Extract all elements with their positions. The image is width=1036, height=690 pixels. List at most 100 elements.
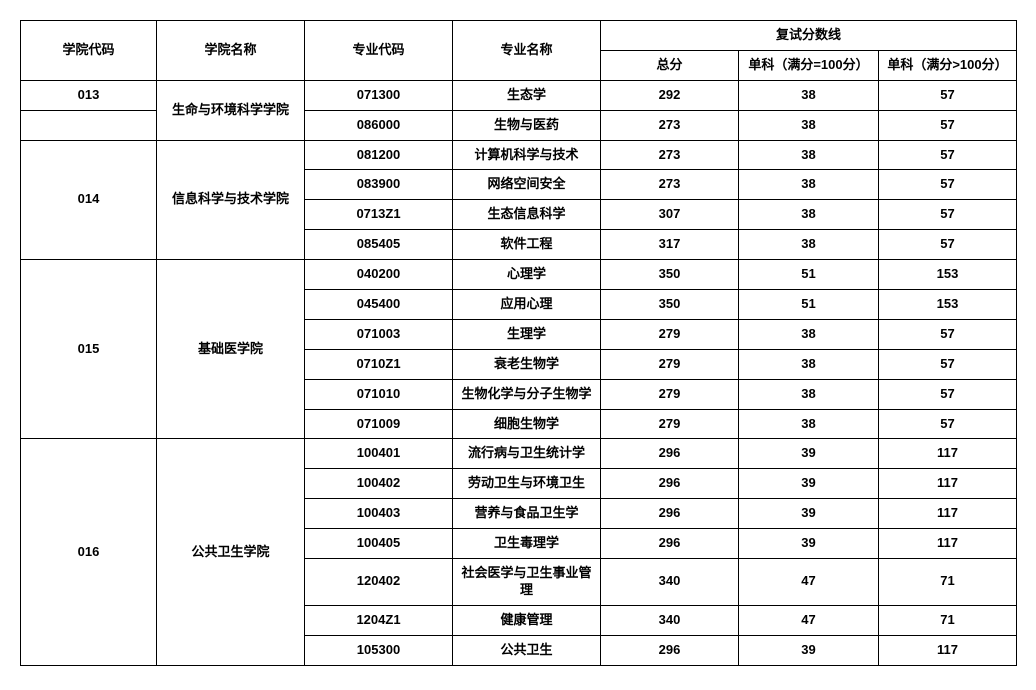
cell-major-code: 071009 [305,409,453,439]
cell-sgt100: 117 [879,439,1017,469]
cell-major-name: 劳动卫生与环境卫生 [453,469,601,499]
cell-major-code: 071003 [305,319,453,349]
cell-major-code: 1204Z1 [305,605,453,635]
cell-total: 292 [601,80,739,110]
cell-major-code: 100401 [305,439,453,469]
header-college-name: 学院名称 [157,21,305,81]
cell-sgt100: 117 [879,529,1017,559]
cell-total: 273 [601,140,739,170]
scores-table: 学院代码 学院名称 专业代码 专业名称 复试分数线 总分 单科（满分=100分）… [20,20,1017,666]
header-major-code: 专业代码 [305,21,453,81]
cell-sgt100: 71 [879,605,1017,635]
cell-s100: 38 [739,80,879,110]
cell-s100: 47 [739,605,879,635]
cell-major-name: 卫生毒理学 [453,529,601,559]
cell-sgt100: 57 [879,170,1017,200]
cell-s100: 39 [739,635,879,665]
cell-major-code: 040200 [305,260,453,290]
cell-major-code: 105300 [305,635,453,665]
cell-major-code: 085405 [305,230,453,260]
cell-major-code: 045400 [305,290,453,320]
cell-total: 340 [601,559,739,606]
cell-sgt100: 71 [879,559,1017,606]
table-row: 013生命与环境科学学院071300生态学2923857 [21,80,1017,110]
cell-major-name: 生态信息科学 [453,200,601,230]
cell-s100: 51 [739,290,879,320]
cell-major-name: 衰老生物学 [453,349,601,379]
cell-major-name: 生物与医药 [453,110,601,140]
table-row: 015基础医学院040200心理学35051153 [21,260,1017,290]
cell-major-name: 细胞生物学 [453,409,601,439]
cell-major-code: 100403 [305,499,453,529]
cell-college-name: 生命与环境科学学院 [157,80,305,140]
cell-college-name: 基础医学院 [157,260,305,439]
cell-total: 296 [601,635,739,665]
cell-major-name: 应用心理 [453,290,601,320]
cell-total: 273 [601,110,739,140]
header-major-name: 专业名称 [453,21,601,81]
cell-total: 279 [601,349,739,379]
cell-major-name: 生态学 [453,80,601,110]
cell-s100: 38 [739,170,879,200]
cell-total: 296 [601,499,739,529]
table-body: 013生命与环境科学学院071300生态学2923857086000生物与医药2… [21,80,1017,665]
cell-college-code-empty [21,110,157,140]
cell-s100: 47 [739,559,879,606]
cell-major-code: 071010 [305,379,453,409]
cell-s100: 38 [739,379,879,409]
cell-sgt100: 57 [879,140,1017,170]
cell-total: 279 [601,319,739,349]
cell-s100: 39 [739,529,879,559]
cell-s100: 39 [739,499,879,529]
cell-major-code: 0710Z1 [305,349,453,379]
cell-major-code: 083900 [305,170,453,200]
cell-s100: 38 [739,409,879,439]
cell-s100: 38 [739,349,879,379]
cell-total: 296 [601,529,739,559]
cell-sgt100: 57 [879,110,1017,140]
cell-sgt100: 57 [879,80,1017,110]
cell-sgt100: 57 [879,230,1017,260]
table-row: 016公共卫生学院100401流行病与卫生统计学29639117 [21,439,1017,469]
cell-sgt100: 57 [879,349,1017,379]
cell-college-code: 016 [21,439,157,665]
cell-major-code: 081200 [305,140,453,170]
cell-s100: 39 [739,439,879,469]
cell-sgt100: 57 [879,409,1017,439]
cell-major-code: 100405 [305,529,453,559]
cell-total: 317 [601,230,739,260]
cell-major-code: 086000 [305,110,453,140]
cell-major-code: 071300 [305,80,453,110]
cell-major-name: 生理学 [453,319,601,349]
cell-sgt100: 153 [879,260,1017,290]
cell-total: 350 [601,290,739,320]
cell-major-code: 120402 [305,559,453,606]
cell-total: 273 [601,170,739,200]
cell-major-name: 营养与食品卫生学 [453,499,601,529]
cell-major-code: 0713Z1 [305,200,453,230]
cell-s100: 38 [739,200,879,230]
cell-major-name: 流行病与卫生统计学 [453,439,601,469]
cell-sgt100: 57 [879,319,1017,349]
cell-sgt100: 57 [879,200,1017,230]
header-college-code: 学院代码 [21,21,157,81]
cell-s100: 38 [739,140,879,170]
cell-total: 296 [601,439,739,469]
cell-major-name: 公共卫生 [453,635,601,665]
cell-s100: 38 [739,110,879,140]
cell-major-name: 生物化学与分子生物学 [453,379,601,409]
cell-sgt100: 117 [879,469,1017,499]
cell-total: 340 [601,605,739,635]
cell-college-name: 信息科学与技术学院 [157,140,305,260]
cell-major-name: 计算机科学与技术 [453,140,601,170]
cell-major-name: 软件工程 [453,230,601,260]
cell-college-code: 013 [21,80,157,110]
cell-major-code: 100402 [305,469,453,499]
cell-college-name: 公共卫生学院 [157,439,305,665]
cell-major-name: 健康管理 [453,605,601,635]
header-subgt100: 单科（满分>100分） [879,50,1017,80]
cell-total: 279 [601,409,739,439]
cell-s100: 51 [739,260,879,290]
cell-sgt100: 153 [879,290,1017,320]
cell-sgt100: 57 [879,379,1017,409]
